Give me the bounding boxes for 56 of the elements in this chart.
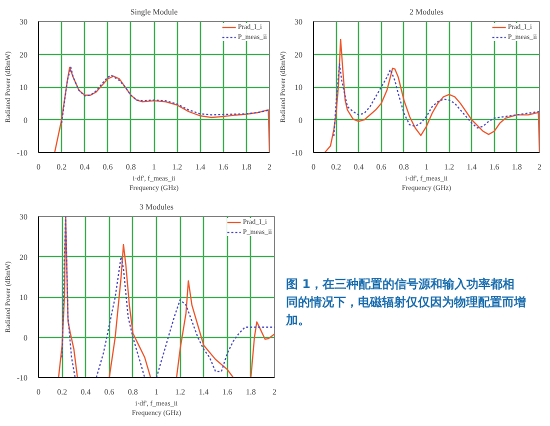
x-tick-label: 0.8	[126, 162, 136, 172]
x-tick-label: 1	[424, 162, 428, 172]
x-tick-label: 1.6	[489, 162, 500, 172]
x-tick-label: 1.2	[175, 388, 186, 396]
x-tick-label: 0.2	[331, 162, 342, 172]
x-tick-label: 0.8	[398, 162, 409, 172]
x-tick-label: 1.2	[444, 162, 454, 172]
chart-title: 2 Modules	[410, 8, 444, 16]
x-tick-label: 0.6	[376, 162, 386, 172]
line-series	[60, 66, 270, 124]
y-tick-label: -10	[16, 148, 28, 158]
y-tick-label: 10	[20, 83, 28, 92]
x-tick-label: 1.8	[246, 388, 256, 396]
x-tick-label: 2	[272, 388, 276, 396]
y-tick-label: 0	[298, 116, 302, 125]
x-tick-label: 1	[152, 162, 156, 172]
x-tick-label: 1	[154, 388, 158, 396]
caption: 图 1，在三种配置的信号源和输入功率都相同的情况下，电磁辐射仅仅因为物理配置而增加。	[286, 276, 526, 329]
x-tick-label: 1.6	[218, 162, 228, 172]
y-tick-label: 20	[20, 50, 28, 60]
line-series	[324, 38, 540, 152]
chart-title: 3 Modules	[140, 202, 174, 212]
y-tick-label: -10	[292, 148, 303, 158]
line-series	[54, 66, 270, 152]
y-tick-label: 30	[294, 18, 302, 26]
x-tick-label: 0.2	[57, 388, 68, 396]
x-tick-label: 1.4	[466, 162, 477, 172]
y-tick-label: 30	[20, 18, 28, 26]
line-series	[333, 63, 540, 137]
x-tick-label: 0.4	[80, 162, 90, 172]
x-tick-label: 0.6	[104, 388, 114, 396]
y-tick-label: 0	[24, 116, 28, 125]
y-tick-label: 10	[294, 83, 302, 92]
x-tick-label: 0	[36, 162, 40, 172]
x-tick-label: 0.4	[80, 388, 91, 396]
y-tick-label: 30	[20, 212, 28, 222]
y-tick-label: 0	[24, 333, 28, 342]
y-tick-label: 10	[20, 293, 28, 302]
y-tick-label: 20	[294, 50, 302, 60]
x-tick-label: 0	[312, 162, 316, 172]
x-tick-label: 0.6	[102, 162, 113, 172]
x-tick-label: 1.2	[172, 162, 182, 172]
x-tick-label: 0.4	[354, 162, 364, 172]
x-tick-label: 1.4	[195, 162, 206, 172]
x-tick-label: 1.4	[198, 388, 209, 396]
y-tick-label: -10	[16, 374, 28, 382]
x-tick-label: 2	[268, 162, 272, 172]
x-tick-label: 0	[36, 388, 40, 396]
x-tick-label: 1.8	[241, 162, 252, 172]
x-tick-label: 1.6	[222, 388, 232, 396]
x-tick-label: 2	[538, 162, 542, 172]
chart-title: Single Module	[130, 8, 178, 16]
x-tick-label: 1.8	[512, 162, 522, 172]
x-tick-label: 0.2	[56, 162, 67, 172]
x-tick-label: 0.8	[128, 388, 138, 396]
y-tick-label: 20	[20, 252, 28, 262]
